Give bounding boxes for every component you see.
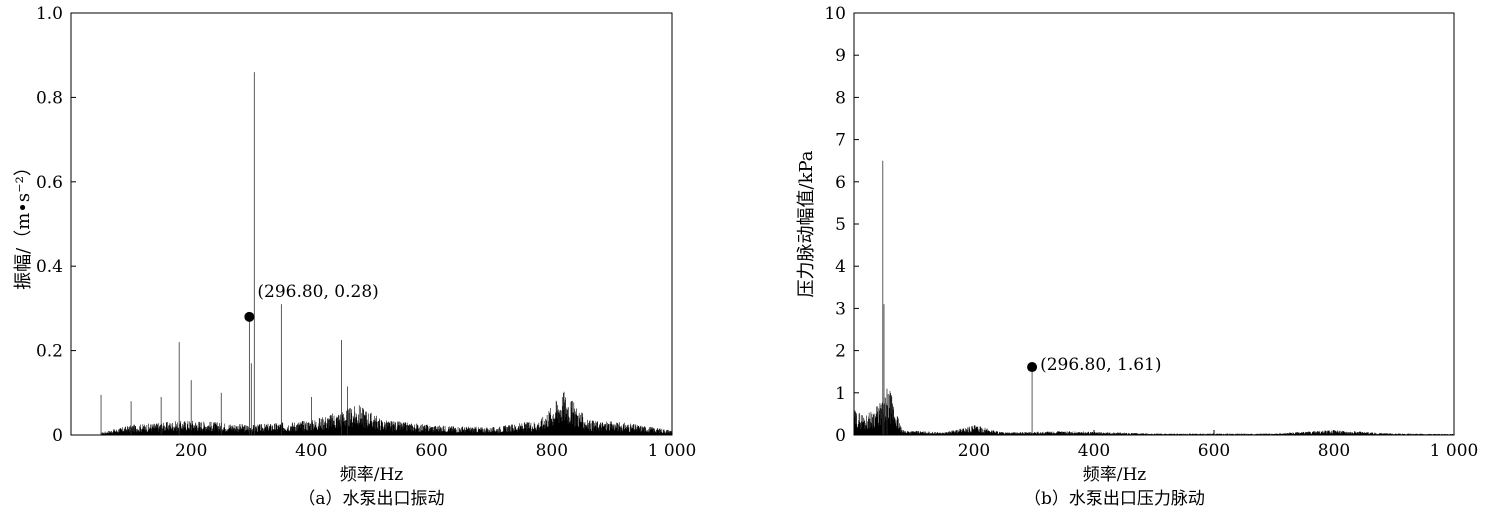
- chart-b-xtick-label-0: 200: [958, 441, 990, 461]
- chart-b-ytick-label-2: 2: [835, 342, 846, 362]
- chart-b-xtick-label-3: 800: [1318, 441, 1350, 461]
- chart-b-annotation-label: (296.80, 1.61): [1040, 355, 1161, 375]
- chart-b-noise-floor: [853, 390, 1455, 435]
- chart-a-ytick-label-0: 0: [52, 426, 63, 446]
- chart-a-noise-floor: [100, 391, 673, 435]
- chart-a-caption: （a）水泵出口振动: [298, 489, 445, 509]
- chart-b-ytick-label-10: 10: [824, 4, 846, 24]
- chart-a-xtick-label-4: 1 000: [648, 441, 697, 461]
- chart-a-xtick-label-1: 400: [295, 441, 327, 461]
- chart-b-ytick-label-8: 8: [835, 88, 846, 108]
- chart-b-ylabel: 压力脉动幅值/kPa: [796, 150, 817, 297]
- chart-b-xlabel: 频率/Hz: [1082, 465, 1147, 485]
- chart-a-ytick-label-1: 0.2: [36, 342, 63, 362]
- chart-b-ytick-label-6: 6: [835, 173, 846, 193]
- chart-a-svg: 0 0.2 0.4 0.6 0.8 1.0 200 400 600 800 1 000 振幅/（m•s…: [13, 4, 697, 461]
- chart-b-xtick-label-1: 400: [1078, 441, 1110, 461]
- chart-a-ylabel: 振幅/（m•s⁻²）: [13, 158, 34, 290]
- chart-a-ytick-label-4: 0.8: [36, 88, 63, 108]
- chart-a-annotation-marker: [244, 311, 255, 322]
- chart-b-ytick-label-1: 1: [835, 384, 846, 404]
- chart-b-ytick-label-3: 3: [835, 299, 846, 319]
- chart-b-ytick-label-4: 4: [835, 257, 846, 277]
- chart-b-ytick-label-0: 0: [835, 426, 846, 446]
- chart-b-caption: （b）水泵出口压力脉动: [1024, 489, 1205, 509]
- chart-panel-a: 0 0.2 0.4 0.6 0.8 1.0 200 400 600 800 1 000 振幅/（m•s…: [0, 0, 743, 509]
- chart-b-annotation-marker: [1027, 362, 1038, 373]
- chart-b-svg: 0 1 2 3 4 5 6 7 8 9 10 200 400 600 800 1 000 压力脉动幅值/kPa (…: [796, 4, 1479, 461]
- chart-a-xtick-label-0: 200: [175, 441, 207, 461]
- chart-b-ytick-label-5: 5: [835, 215, 846, 235]
- chart-a-xtick-label-3: 800: [536, 441, 568, 461]
- chart-a-xtick-label-2: 600: [415, 441, 447, 461]
- chart-a-annotation-label: (296.80, 0.28): [257, 282, 378, 302]
- chart-a-ytick-label-3: 0.6: [36, 173, 63, 193]
- chart-b-xtick-label-2: 600: [1198, 441, 1230, 461]
- chart-b-ytick-label-7: 7: [835, 131, 846, 151]
- chart-panel-b: 0 1 2 3 4 5 6 7 8 9 10 200 400 600 800 1 000 压力脉动幅值/kPa (…: [743, 0, 1486, 509]
- chart-b-ytick-label-9: 9: [835, 46, 846, 66]
- chart-a-ytick-label-2: 0.4: [36, 257, 63, 277]
- chart-a-xlabel: 频率/Hz: [339, 465, 404, 485]
- chart-a-plot-frame: [70, 12, 673, 436]
- chart-a-ytick-label-5: 1.0: [36, 4, 63, 24]
- chart-b-xtick-label-4: 1 000: [1430, 441, 1479, 461]
